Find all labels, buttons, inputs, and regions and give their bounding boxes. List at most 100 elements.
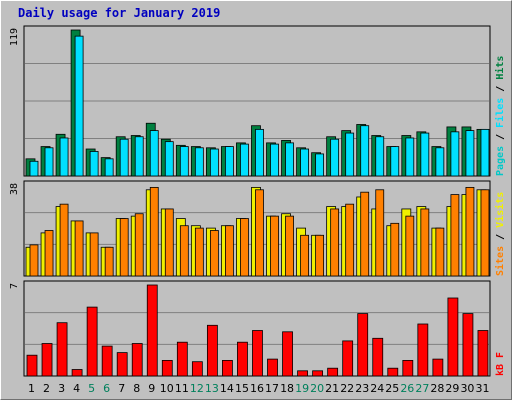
files-bar [435, 147, 445, 177]
visits-bar [44, 230, 54, 277]
kbytes-bar [312, 370, 324, 377]
files-bar [375, 136, 385, 177]
x-tick-label: 30 [460, 382, 474, 395]
visits-bar [330, 208, 340, 277]
visits-bar [59, 203, 69, 277]
visits-bar [345, 203, 355, 277]
x-tick-label: 26 [400, 382, 414, 395]
x-tick-label: 13 [205, 382, 219, 395]
files-bar [330, 138, 340, 177]
files-bar [405, 137, 415, 177]
kbytes-bar [161, 359, 173, 377]
files-bar [390, 146, 400, 177]
x-tick-label: 10 [160, 382, 174, 395]
legend-entry: / [495, 234, 506, 246]
kbytes-bar [237, 341, 248, 377]
visits-bar [300, 234, 309, 277]
x-tick-label: 3 [58, 382, 65, 395]
kbytes-bar [146, 284, 158, 377]
y-max-label: 119 [9, 28, 20, 46]
kbytes-bar [402, 359, 414, 377]
visits-bar [270, 215, 279, 277]
y-max-label: 7 [9, 283, 20, 289]
visits-bar [240, 218, 249, 277]
visits-bar [360, 191, 370, 277]
legend-label: Sites / Visits [494, 192, 506, 276]
legend-entry: Sites [494, 246, 506, 276]
legend-entry: Hits [494, 56, 506, 86]
visits-bar [179, 225, 189, 277]
x-tick-label: 24 [370, 382, 384, 395]
x-tick-label: 28 [430, 382, 444, 395]
files-bar [89, 151, 99, 177]
visits-bar [480, 189, 490, 277]
files-bar [270, 143, 279, 177]
x-tick-label: 9 [148, 382, 155, 395]
kbytes-bar [206, 324, 218, 377]
visits-bar [29, 244, 39, 277]
files-bar [255, 128, 264, 177]
visits-bar [119, 218, 129, 277]
files-bar [225, 146, 234, 177]
visits-bar [149, 186, 159, 277]
kbytes-bar [462, 313, 474, 377]
files-bar [29, 160, 39, 177]
x-tick-label: 25 [385, 382, 399, 395]
x-tick-label: 19 [295, 382, 309, 395]
x-tick-label: 1 [28, 382, 35, 395]
x-tick-label: 20 [310, 382, 324, 395]
kbytes-bar [176, 341, 188, 377]
x-tick-label: 22 [340, 382, 354, 395]
visits-bar [465, 186, 475, 277]
visits-bar [285, 215, 294, 277]
files-bar [420, 132, 430, 177]
files-bar [240, 143, 249, 177]
kbytes-bar [447, 297, 459, 377]
files-bar [300, 148, 309, 177]
x-tick-label: 7 [118, 382, 125, 395]
files-bar [450, 131, 460, 177]
legend-label: Pages / Files / Hits [494, 56, 506, 176]
visits-bar [315, 234, 325, 277]
kbytes-bar [357, 313, 369, 377]
visits-bar [164, 208, 174, 277]
x-tick-label: 27 [415, 382, 429, 395]
legend-entry: kB F [495, 352, 506, 376]
kbytes-bar [116, 352, 128, 377]
x-tick-label: 2 [43, 382, 50, 395]
kbytes-bar [417, 323, 429, 377]
kbytes-bar [56, 322, 68, 377]
x-tick-label: 4 [73, 382, 80, 395]
kbytes-bar [41, 343, 53, 377]
visits-bar [450, 194, 460, 277]
x-tick-label: 16 [250, 382, 264, 395]
files-bar [149, 130, 159, 177]
visits-bar [375, 189, 385, 277]
files-bar [74, 35, 84, 177]
files-bar [465, 130, 475, 177]
x-tick-label: 14 [220, 382, 234, 395]
kbytes-bar [101, 345, 113, 377]
kbytes-bar [432, 358, 444, 377]
kbytes-bar [222, 359, 233, 377]
legend-entry: Visits [494, 192, 506, 234]
visits-bar [420, 208, 430, 277]
files-bar [345, 132, 355, 177]
visits-bar [390, 222, 400, 277]
visits-bar [209, 230, 219, 277]
x-tick-label: 11 [175, 382, 189, 395]
x-tick-label: 8 [133, 382, 140, 395]
files-bar [134, 136, 144, 177]
files-bar [44, 147, 54, 177]
files-bar [119, 138, 129, 177]
kbytes-bar [327, 367, 339, 377]
files-bar [285, 142, 294, 177]
files-bar [315, 153, 325, 177]
visits-bar [225, 225, 234, 277]
files-bar [179, 146, 189, 177]
kbytes-bar [191, 361, 203, 377]
files-bar [104, 158, 114, 177]
x-tick-label: 5 [88, 382, 95, 395]
legend-entry: / [495, 86, 506, 98]
